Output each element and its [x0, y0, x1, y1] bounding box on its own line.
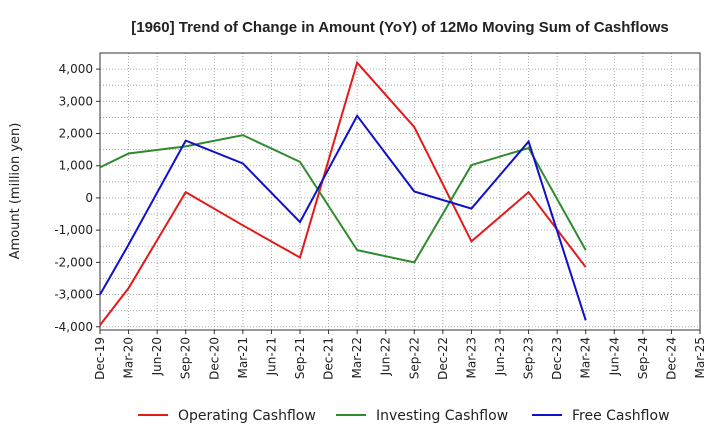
- x-tick-label: Dec-24: [664, 337, 678, 380]
- y-tick-label: -2,000: [54, 255, 93, 269]
- y-axis-label: Amount (million yen): [8, 123, 23, 260]
- x-tick-label: Mar-24: [579, 337, 593, 378]
- y-tick-label: 3,000: [59, 94, 93, 108]
- y-tick-label: -1,000: [54, 223, 93, 237]
- y-tick-label: 2,000: [59, 127, 93, 141]
- legend: Operating Cashflow Investing Cashflow Free…: [138, 408, 670, 424]
- y-tick-label: -4,000: [54, 320, 93, 334]
- x-tick-label: Sep-20: [179, 337, 193, 379]
- x-tick-label: Jun-24: [607, 337, 621, 376]
- x-tick-label: Dec-22: [436, 337, 450, 380]
- x-tick-label: Mar-22: [350, 337, 364, 378]
- x-tick-label: Sep-23: [522, 337, 536, 379]
- x-tick-label: Mar-23: [464, 337, 478, 378]
- series-line-operating-cashflow: [99, 60, 587, 326]
- axes: 4,000 3,000 2,000 1,000 0 -1,000 -2,000 -3,000 -…: [54, 52, 707, 380]
- x-tick-label: Dec-19: [93, 337, 107, 380]
- x-tick-label: Dec-20: [207, 337, 221, 380]
- x-tick-label: Mar-20: [122, 337, 136, 378]
- series-line-free-cashflow: [99, 113, 587, 321]
- legend-label: Investing Cashflow: [376, 408, 508, 424]
- x-tick-label: Jun-22: [379, 337, 393, 376]
- x-tick-label: Jun-20: [150, 337, 164, 376]
- plot-frame: [99, 52, 701, 331]
- x-tick-label: Sep-24: [636, 337, 650, 379]
- series-line-investing-cashflow: [99, 134, 587, 264]
- legend-label: Free Cashflow: [572, 408, 670, 424]
- y-tick-label: 1,000: [59, 159, 93, 173]
- y-tick-label: -3,000: [54, 288, 93, 302]
- legend-label: Operating Cashflow: [178, 408, 316, 424]
- grid: [99, 52, 701, 330]
- x-tick-label: Jun-21: [264, 337, 278, 376]
- x-tick-label: Mar-25: [693, 337, 707, 378]
- chart-title: [1960] Trend of Change in Amount (YoY) o…: [131, 19, 669, 36]
- series-lines: [99, 60, 587, 326]
- x-tick-label: Sep-21: [293, 337, 307, 379]
- x-tick-label: Sep-22: [407, 337, 421, 379]
- x-tick-label: Dec-21: [322, 337, 336, 380]
- x-tick-label: Dec-23: [550, 337, 564, 380]
- x-tick-label: Mar-21: [236, 337, 250, 378]
- x-tick-label: Jun-23: [493, 337, 507, 376]
- y-tick-label: 4,000: [59, 62, 93, 76]
- y-tick-label: 0: [85, 191, 93, 205]
